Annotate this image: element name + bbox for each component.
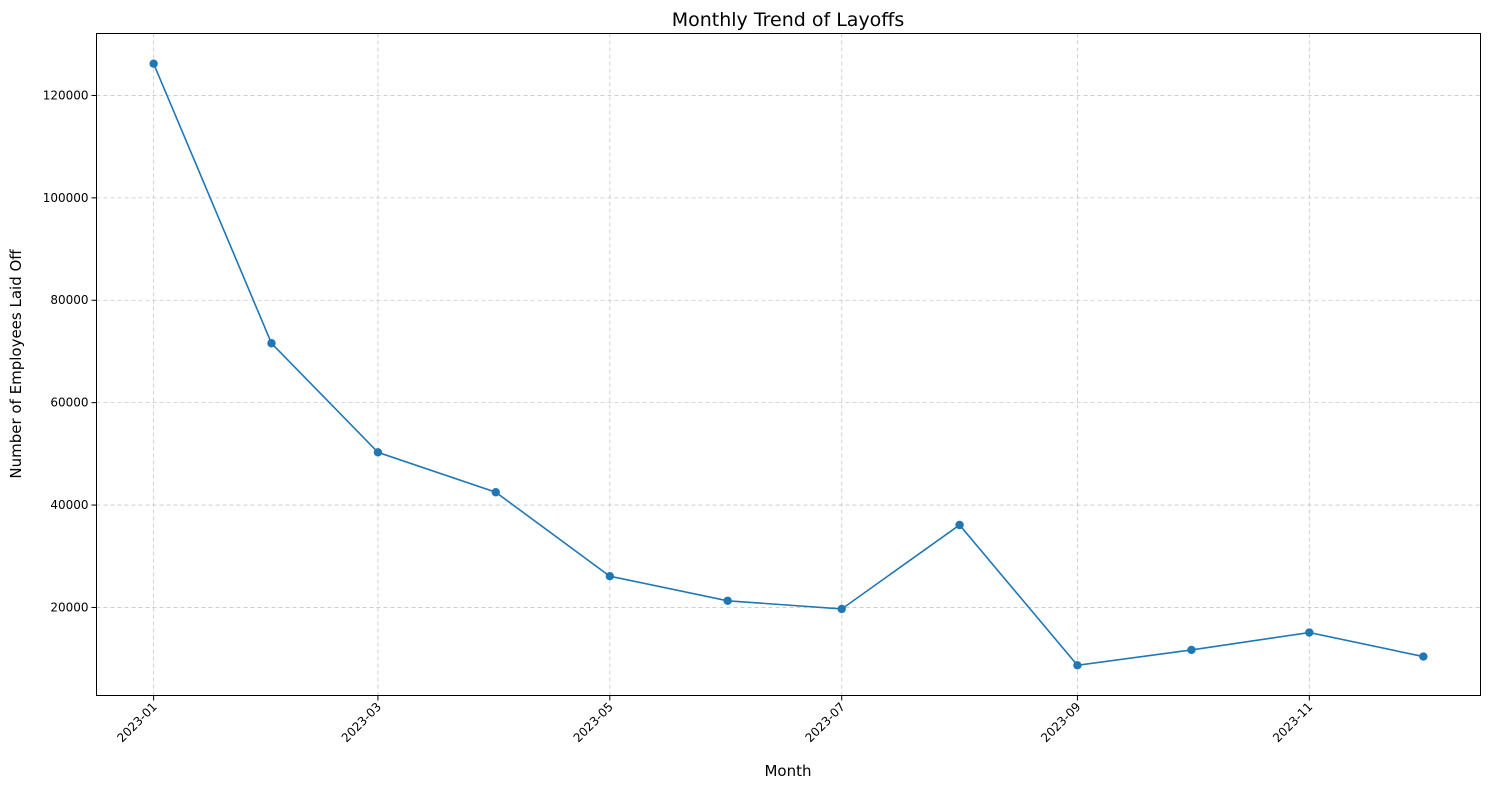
data-point [373, 448, 383, 457]
y-axis: 20000 40000 60000 80000 100000 120000 [43, 88, 97, 614]
x-tick-label: 2023-03 [339, 700, 384, 745]
x-tick-label: 2023-05 [571, 700, 616, 745]
x-tick-label: 2023-11 [1270, 700, 1315, 745]
grid-lines [96, 33, 1481, 696]
series-layer [149, 59, 1428, 670]
y-tick-label: 80000 [50, 293, 88, 307]
data-point [1305, 628, 1314, 637]
plot-frame [96, 33, 1481, 696]
data-point [605, 572, 615, 581]
y-tick-label: 100000 [43, 191, 89, 205]
x-tick-label: 2023-09 [1038, 700, 1083, 745]
series-line [152, 63, 1424, 667]
chart-title: Monthly Trend of Layoffs [672, 9, 905, 31]
data-point [491, 488, 500, 497]
y-tick-label: 120000 [43, 88, 89, 102]
y-tick-label: 60000 [50, 396, 88, 410]
data-point [837, 604, 846, 614]
x-tick-label: 2023-01 [114, 700, 159, 745]
data-point [1419, 652, 1428, 661]
data-point [267, 339, 276, 348]
y-axis-label: Number of Employees Laid Off [7, 249, 25, 479]
x-axis: 2023-01 2023-03 2023-05 2023-07 2023-09 2023-… [114, 695, 1315, 745]
x-tick-label: 2023-07 [802, 700, 847, 745]
y-tick-label: 40000 [50, 498, 88, 512]
x-axis-label: Month [764, 762, 811, 780]
data-point [149, 59, 158, 68]
data-point [1187, 645, 1196, 655]
data-point [723, 596, 732, 605]
data-point [955, 520, 964, 530]
data-point [1073, 661, 1082, 670]
y-tick-label: 20000 [50, 600, 88, 614]
